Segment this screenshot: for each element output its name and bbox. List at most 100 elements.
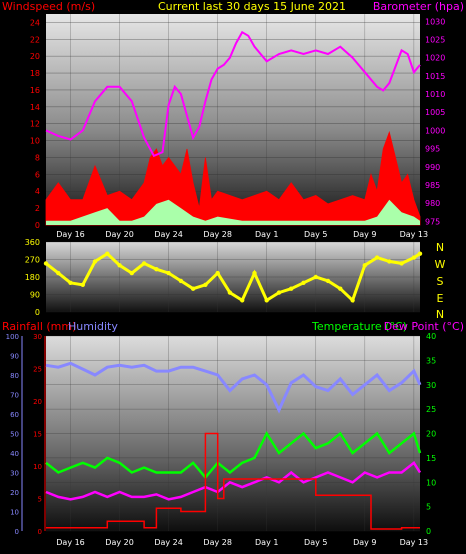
windspeed-tick-label: 6 [35, 170, 40, 179]
rainfall-tick-label: 5 [38, 496, 42, 504]
humidity-tick-label: 70 [10, 392, 19, 400]
barometer-tick-label: 975 [425, 217, 440, 226]
wind-direction-point [105, 251, 110, 256]
barometer-axis-title: Barometer (hpa) [373, 0, 464, 13]
chart-title: Current last 30 days 15 June 2021 [158, 0, 346, 13]
direction-tick-label: 270 [25, 256, 40, 265]
windspeed-tick-label: 0 [35, 221, 40, 230]
wind-direction-point [215, 270, 220, 276]
rainfall-line [46, 432, 420, 530]
humidity-tick-label: 100 [6, 333, 19, 341]
windspeed-tick-label: 24 [30, 18, 40, 27]
windspeed-tick-label: 4 [35, 187, 40, 196]
rainfall-axis-title: Rainfall (mm) [2, 320, 76, 333]
humidity-line [45, 361, 422, 414]
wind-direction-point [411, 255, 417, 260]
x-tick-label: Day 24 [154, 230, 183, 239]
humidity-tick-label: 20 [10, 489, 19, 497]
x-tick-label: Day 9 [353, 230, 376, 239]
windspeed-axis-title: Windspeed (m/s) [2, 0, 95, 13]
windspeed-tick-label: 2 [35, 204, 40, 213]
x-tick-label: Day 20 [105, 230, 134, 239]
barometer-tick-label: 1025 [425, 35, 445, 44]
temperature-axis-title: Temperature (°C) [311, 320, 407, 333]
wind-direction-point [68, 280, 73, 285]
humidity-tick-label: 40 [10, 450, 19, 458]
gust-area [46, 199, 420, 225]
x-tick-label: Day 28 [203, 230, 232, 239]
windspeed-area [45, 130, 421, 226]
rainfall-tick-label: 30 [33, 333, 42, 341]
wind-direction-point [252, 270, 257, 276]
x-tick-label: Day 9 [353, 538, 376, 547]
temperature-tick-label: 5 [426, 503, 431, 512]
windspeed-tick-label: 22 [30, 35, 40, 44]
x-tick-label: Day 13 [400, 230, 429, 239]
humidity-tick-label: 90 [10, 353, 19, 361]
rainfall-tick-label: 25 [33, 366, 42, 374]
barometer-tick-label: 990 [425, 163, 440, 172]
rainfall-tick-label: 10 [33, 463, 42, 471]
wind-direction-point [374, 255, 380, 260]
x-tick-label: Day 28 [203, 538, 232, 547]
humidity-tick-label: 30 [10, 470, 19, 478]
barometer-tick-label: 1010 [425, 90, 445, 99]
x-tick-label: Day 20 [105, 538, 134, 547]
humidity-tick-label: 50 [10, 431, 19, 439]
windspeed-tick-label: 18 [30, 69, 40, 78]
wind-direction-point [92, 259, 98, 264]
temperature-tick-label: 10 [426, 478, 436, 487]
x-tick-label: Day 1 [255, 230, 278, 239]
wind-direction-point [129, 270, 134, 276]
wind-direction-point [240, 298, 245, 303]
dewpoint-axis-title: Dew Point (°C) [384, 320, 464, 333]
temperature-tick-label: 30 [426, 381, 436, 390]
wind-direction-point [166, 270, 171, 276]
compass-label: N [436, 241, 444, 254]
wind-direction-point [264, 298, 269, 303]
wind-direction-line [45, 251, 421, 303]
wind-direction-point [154, 267, 159, 272]
barometer-tick-label: 985 [425, 181, 440, 190]
direction-tick-label: 180 [25, 273, 40, 282]
x-tick-label: Day 16 [56, 538, 85, 547]
windspeed-tick-label: 8 [35, 153, 40, 162]
direction-tick-label: 0 [35, 308, 40, 317]
temperature-line [45, 430, 422, 480]
barometer-tick-label: 995 [425, 145, 440, 154]
wind-direction-point [276, 290, 282, 295]
wind-direction-point [178, 278, 184, 284]
rainfall-tick-label: 15 [33, 431, 42, 439]
temperature-tick-label: 20 [426, 430, 436, 439]
windspeed-tick-label: 20 [30, 52, 40, 61]
x-tick-label: Day 13 [400, 538, 429, 547]
rainfall-tick-label: 20 [33, 398, 42, 406]
wind-direction-point [141, 261, 147, 266]
compass-label: W [435, 258, 446, 271]
windspeed-tick-label: 12 [30, 120, 40, 129]
wind-direction-point [325, 278, 331, 284]
barometer-line [45, 30, 421, 158]
humidity-tick-label: 0 [15, 528, 19, 536]
wind-direction-point [117, 263, 122, 268]
barometer-tick-label: 1000 [425, 126, 445, 135]
rainfall-tick-label: 0 [38, 528, 42, 536]
wind-direction-point [417, 251, 423, 256]
humidity-tick-label: 10 [10, 509, 19, 517]
x-tick-label: Day 16 [56, 230, 85, 239]
x-tick-label: Day 1 [255, 538, 278, 547]
barometer-tick-label: 980 [425, 199, 440, 208]
x-tick-label: Day 5 [304, 230, 327, 239]
humidity-axis-title: Humidity [68, 320, 118, 333]
temperature-tick-label: 15 [426, 454, 436, 463]
humidity-tick-label: 60 [10, 411, 19, 419]
compass-label: N [436, 308, 444, 321]
wind-direction-point [56, 270, 61, 276]
windspeed-tick-label: 14 [30, 103, 40, 112]
x-tick-label: Day 5 [304, 538, 327, 547]
windspeed-tick-label: 10 [30, 137, 40, 146]
temperature-tick-label: 40 [426, 332, 436, 341]
wind-direction-point [203, 282, 208, 287]
